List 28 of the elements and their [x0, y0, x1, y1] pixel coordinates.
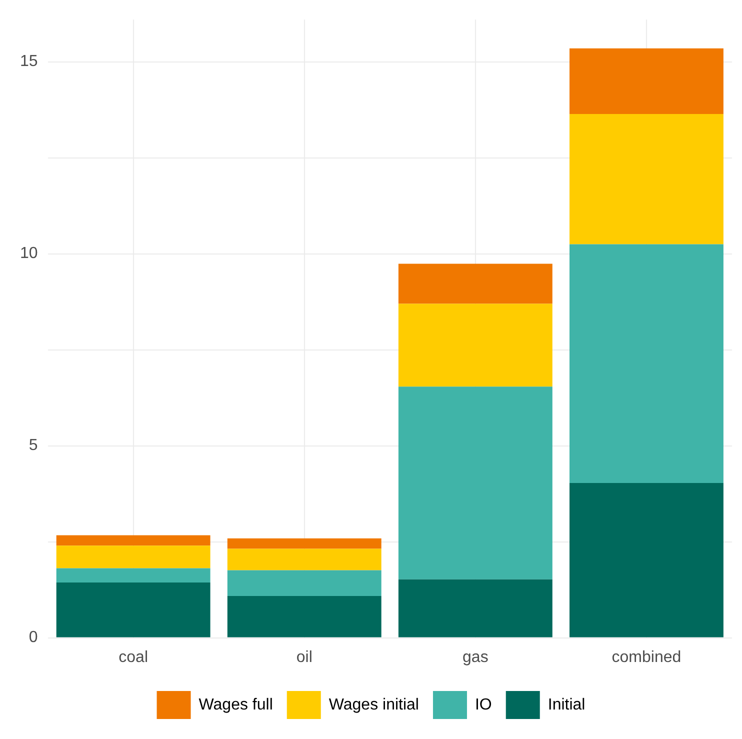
bar	[227, 538, 382, 549]
bar	[227, 570, 382, 596]
y-tick-label: 5	[28, 437, 38, 454]
x-tick-label: gas	[462, 648, 488, 666]
y-tick-label: 15	[20, 53, 38, 70]
bar	[56, 568, 210, 583]
bar	[56, 535, 210, 546]
bar	[56, 582, 210, 638]
bar	[398, 304, 552, 387]
x-tick-label: oil	[296, 648, 312, 666]
bar	[56, 546, 210, 568]
bar	[227, 548, 382, 570]
bar	[570, 48, 724, 114]
bar	[398, 579, 552, 638]
bar	[398, 386, 552, 580]
legend-label: Wages full	[198, 696, 273, 714]
x-tick-label: coal	[118, 648, 148, 666]
legend-label: Wages initial	[328, 696, 419, 714]
y-tick-label: 0	[28, 629, 38, 646]
legend-label: IO	[474, 696, 492, 714]
bar	[227, 596, 382, 638]
legend-label: Initial	[548, 696, 586, 714]
bar	[398, 264, 552, 304]
bar	[570, 244, 724, 484]
y-tick-label: 10	[20, 245, 38, 262]
bar	[570, 483, 724, 638]
bar	[570, 114, 724, 244]
x-tick-label: combined	[612, 648, 682, 666]
